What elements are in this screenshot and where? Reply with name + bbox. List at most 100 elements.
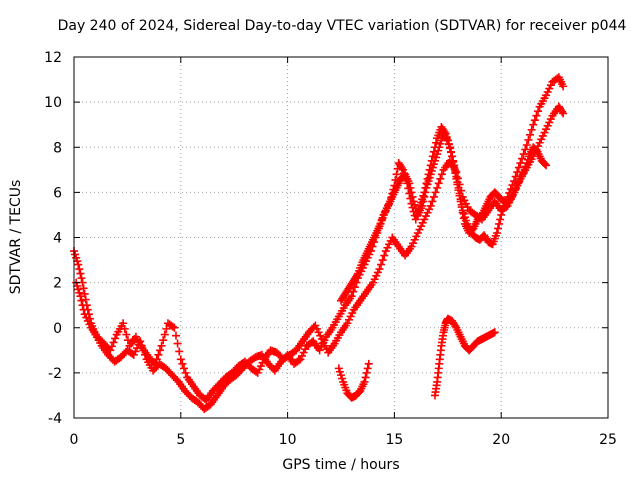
data-point xyxy=(429,192,438,201)
data-point xyxy=(420,192,429,201)
data-point xyxy=(79,305,88,314)
data-point xyxy=(450,163,459,172)
data-point xyxy=(168,322,177,331)
data-point xyxy=(294,356,303,365)
data-point xyxy=(361,373,370,382)
axis-ticks xyxy=(73,56,609,419)
series-3 xyxy=(337,129,551,305)
data-point xyxy=(453,180,462,189)
x-tick-label: 15 xyxy=(385,432,403,448)
data-point xyxy=(120,324,129,333)
x-tick-label: 20 xyxy=(492,432,510,448)
data-point xyxy=(558,107,567,116)
series-2 xyxy=(72,102,568,404)
data-point xyxy=(77,296,86,305)
x-tick-label: 25 xyxy=(599,432,617,448)
data-point xyxy=(353,271,362,280)
data-point xyxy=(428,197,437,206)
data-point xyxy=(180,364,189,373)
y-tick-label: -4 xyxy=(48,411,62,427)
data-point xyxy=(449,157,458,166)
data-point xyxy=(442,134,451,143)
chart-title: Day 240 of 2024, Sidereal Day-to-day VTE… xyxy=(57,18,627,34)
data-point xyxy=(154,350,163,359)
data-point xyxy=(176,355,185,364)
data-point xyxy=(347,292,356,301)
data-point xyxy=(407,188,416,197)
data-point xyxy=(375,265,384,274)
axis-tick-labels: 0 5 10 15 20 25 -4 -2 0 2 4 6 8 10 12 xyxy=(44,50,617,448)
data-point xyxy=(434,179,443,188)
data-point xyxy=(456,197,465,206)
data-point xyxy=(360,377,369,386)
data-point xyxy=(119,319,128,328)
grid-lines xyxy=(74,57,608,418)
data-point xyxy=(155,346,164,355)
data-point xyxy=(532,111,541,120)
y-tick-label: 0 xyxy=(53,321,62,337)
data-point xyxy=(452,168,461,177)
data-point xyxy=(444,140,453,149)
data-point xyxy=(432,138,441,147)
data-point xyxy=(152,355,161,364)
series-4 xyxy=(334,359,373,402)
data-point xyxy=(364,359,373,368)
y-tick-label: 8 xyxy=(53,140,62,156)
data-point xyxy=(162,324,171,333)
data-point xyxy=(111,334,120,343)
data-point xyxy=(431,188,440,197)
data-point xyxy=(171,331,180,340)
data-point xyxy=(79,284,88,293)
data-point xyxy=(160,330,169,339)
data-point xyxy=(181,368,190,377)
data-point xyxy=(77,274,86,283)
data-point xyxy=(76,292,85,301)
data-point xyxy=(405,179,414,188)
data-point xyxy=(408,192,417,201)
data-point xyxy=(522,140,531,149)
data-point xyxy=(122,330,131,339)
data-point xyxy=(493,224,502,233)
data-point xyxy=(170,323,179,332)
data-point xyxy=(530,116,539,125)
data-point xyxy=(455,191,464,200)
data-point xyxy=(518,154,527,163)
data-point xyxy=(452,174,461,183)
data-point xyxy=(492,228,501,237)
data-point xyxy=(426,201,435,210)
data-point xyxy=(529,120,538,129)
y-tick-label: -2 xyxy=(48,366,62,382)
data-point xyxy=(397,164,406,173)
data-point xyxy=(80,289,89,298)
y-tick-label: 4 xyxy=(53,231,62,247)
data-point xyxy=(433,183,442,192)
data-point xyxy=(151,359,160,368)
data-point xyxy=(559,109,568,118)
data-point xyxy=(457,203,466,212)
data-point xyxy=(363,364,372,373)
data-point xyxy=(78,301,87,310)
data-point xyxy=(527,125,536,134)
data-point xyxy=(76,269,85,278)
data-point xyxy=(421,188,430,197)
data-point xyxy=(378,256,387,265)
y-tick-label: 2 xyxy=(53,276,62,292)
x-tick-label: 10 xyxy=(279,432,297,448)
data-point xyxy=(542,161,551,170)
y-axis-label: SDTVAR / TECUs xyxy=(8,179,24,295)
data-point xyxy=(392,170,401,179)
data-point xyxy=(178,359,187,368)
data-point xyxy=(109,338,118,347)
data-point xyxy=(514,163,523,172)
data-point xyxy=(454,186,463,195)
y-tick-label: 6 xyxy=(53,185,62,201)
data-point xyxy=(495,219,504,228)
data-point xyxy=(490,328,499,337)
data-point xyxy=(451,169,460,178)
data-point xyxy=(175,347,184,356)
data-point xyxy=(81,295,90,304)
data-point xyxy=(159,336,168,345)
data-point xyxy=(107,342,116,351)
data-series-group xyxy=(70,73,568,413)
